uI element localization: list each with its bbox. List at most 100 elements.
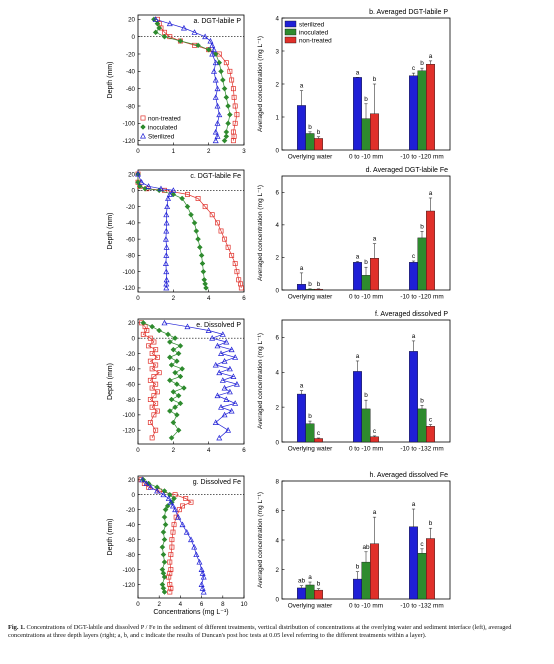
series-sterilized <box>161 319 240 441</box>
data-point <box>159 544 166 550</box>
data-point <box>160 551 167 558</box>
bar <box>409 262 418 291</box>
significance-letter: b <box>364 96 368 103</box>
data-point <box>214 102 221 109</box>
significance-letter: b <box>308 413 312 420</box>
data-point <box>167 582 173 587</box>
y-tick-label: -100 <box>123 567 136 574</box>
data-point <box>223 396 230 402</box>
significance-letter: a <box>308 574 312 581</box>
data-point <box>172 335 178 342</box>
data-point <box>209 335 216 341</box>
bar <box>409 75 418 151</box>
data-point <box>163 284 170 291</box>
data-point <box>180 503 185 509</box>
data-point <box>170 419 177 426</box>
data-point <box>225 244 231 250</box>
chart-title: e. Dissolved P <box>196 322 241 329</box>
series-line <box>157 19 238 141</box>
data-point <box>166 191 173 197</box>
data-point <box>147 420 153 425</box>
legend-label: Sterilized <box>148 133 175 140</box>
data-point <box>232 103 238 109</box>
data-point <box>199 260 206 267</box>
y-tick-label: 0 <box>276 439 280 446</box>
bar <box>305 288 315 291</box>
data-point <box>219 77 226 83</box>
data-point <box>193 228 200 234</box>
bar <box>370 543 379 600</box>
data-point <box>163 227 170 234</box>
chart-title: d. Averaged DGT-labile Fe <box>366 167 448 174</box>
data-point <box>154 487 161 494</box>
y-tick-label: -80 <box>126 103 136 110</box>
bar <box>426 426 435 443</box>
bar <box>353 262 362 291</box>
category-label: 0 to -10 mm <box>349 294 383 301</box>
data-point <box>170 388 177 395</box>
data-point <box>167 570 173 576</box>
data-point <box>227 68 233 74</box>
chart-title: g. Dissolved Fe <box>193 479 241 486</box>
y-axis-label: Depth (mm) <box>107 213 114 250</box>
bar <box>314 138 323 151</box>
bar <box>305 133 315 151</box>
y-tick-label: -40 <box>126 366 136 373</box>
data-point <box>168 396 175 403</box>
bar-chart-d: d. Averaged DGT-labile Fe 0 2 4 6 Averaged co… <box>257 167 451 301</box>
data-point <box>153 381 159 387</box>
y-tick-label: 20 <box>128 17 135 24</box>
y-tick-label: 20 <box>128 477 135 484</box>
legend-label: inoculated <box>299 29 329 36</box>
y-tick-label: 1 <box>276 114 280 121</box>
legend-swatch <box>284 28 297 36</box>
data-point <box>207 37 214 44</box>
y-tick-label: -120 <box>123 582 136 589</box>
data-point <box>212 94 219 100</box>
y-tick-label: 6 <box>276 190 280 197</box>
data-point <box>139 476 146 483</box>
y-tick-label: -60 <box>126 86 136 93</box>
y-tick-label: -80 <box>126 552 136 559</box>
y-tick-label: 2 <box>276 567 280 574</box>
data-point <box>153 347 159 353</box>
significance-letter: ab <box>362 544 370 551</box>
category-label: -10 to -120 mm <box>400 154 443 161</box>
data-point <box>165 495 172 501</box>
legend-label: inoculated <box>148 124 178 131</box>
data-point <box>143 480 150 486</box>
significance-letter: b <box>308 124 312 131</box>
data-point <box>167 589 173 595</box>
bar <box>417 70 427 151</box>
data-point <box>219 377 226 383</box>
data-point <box>232 261 238 266</box>
data-point <box>230 138 236 144</box>
data-point <box>212 128 219 135</box>
legend-label: non-treated <box>148 115 181 122</box>
y-tick-label: 4 <box>276 537 280 544</box>
data-point <box>167 499 174 505</box>
y-axis-label: Depth (mm) <box>107 62 114 99</box>
significance-letter: b <box>364 259 368 266</box>
y-axis-label: Averaged concentration (mg L⁻¹) <box>257 333 264 429</box>
series-inoculated <box>135 171 209 291</box>
significance-letter: b <box>356 564 360 571</box>
y-axis-label: Depth (mm) <box>107 363 114 400</box>
chart-title: a. DGT-labile P <box>194 18 242 25</box>
chart-title: f. Averaged dissolved P <box>375 311 448 318</box>
data-point <box>202 33 209 40</box>
data-point <box>234 269 240 275</box>
significance-letter: a <box>429 53 433 60</box>
y-tick-label: 4 <box>276 222 280 229</box>
bar <box>314 288 323 291</box>
data-point <box>179 365 186 372</box>
category-label: -10 to -132 mm <box>400 603 443 610</box>
data-point <box>214 342 221 349</box>
data-point <box>168 552 174 558</box>
series-line <box>137 173 174 288</box>
data-point <box>151 412 157 418</box>
data-point <box>215 220 220 226</box>
significance-letter: b <box>420 60 424 67</box>
y-tick-label: -60 <box>126 236 136 243</box>
category-label: Overlying water <box>288 154 333 161</box>
